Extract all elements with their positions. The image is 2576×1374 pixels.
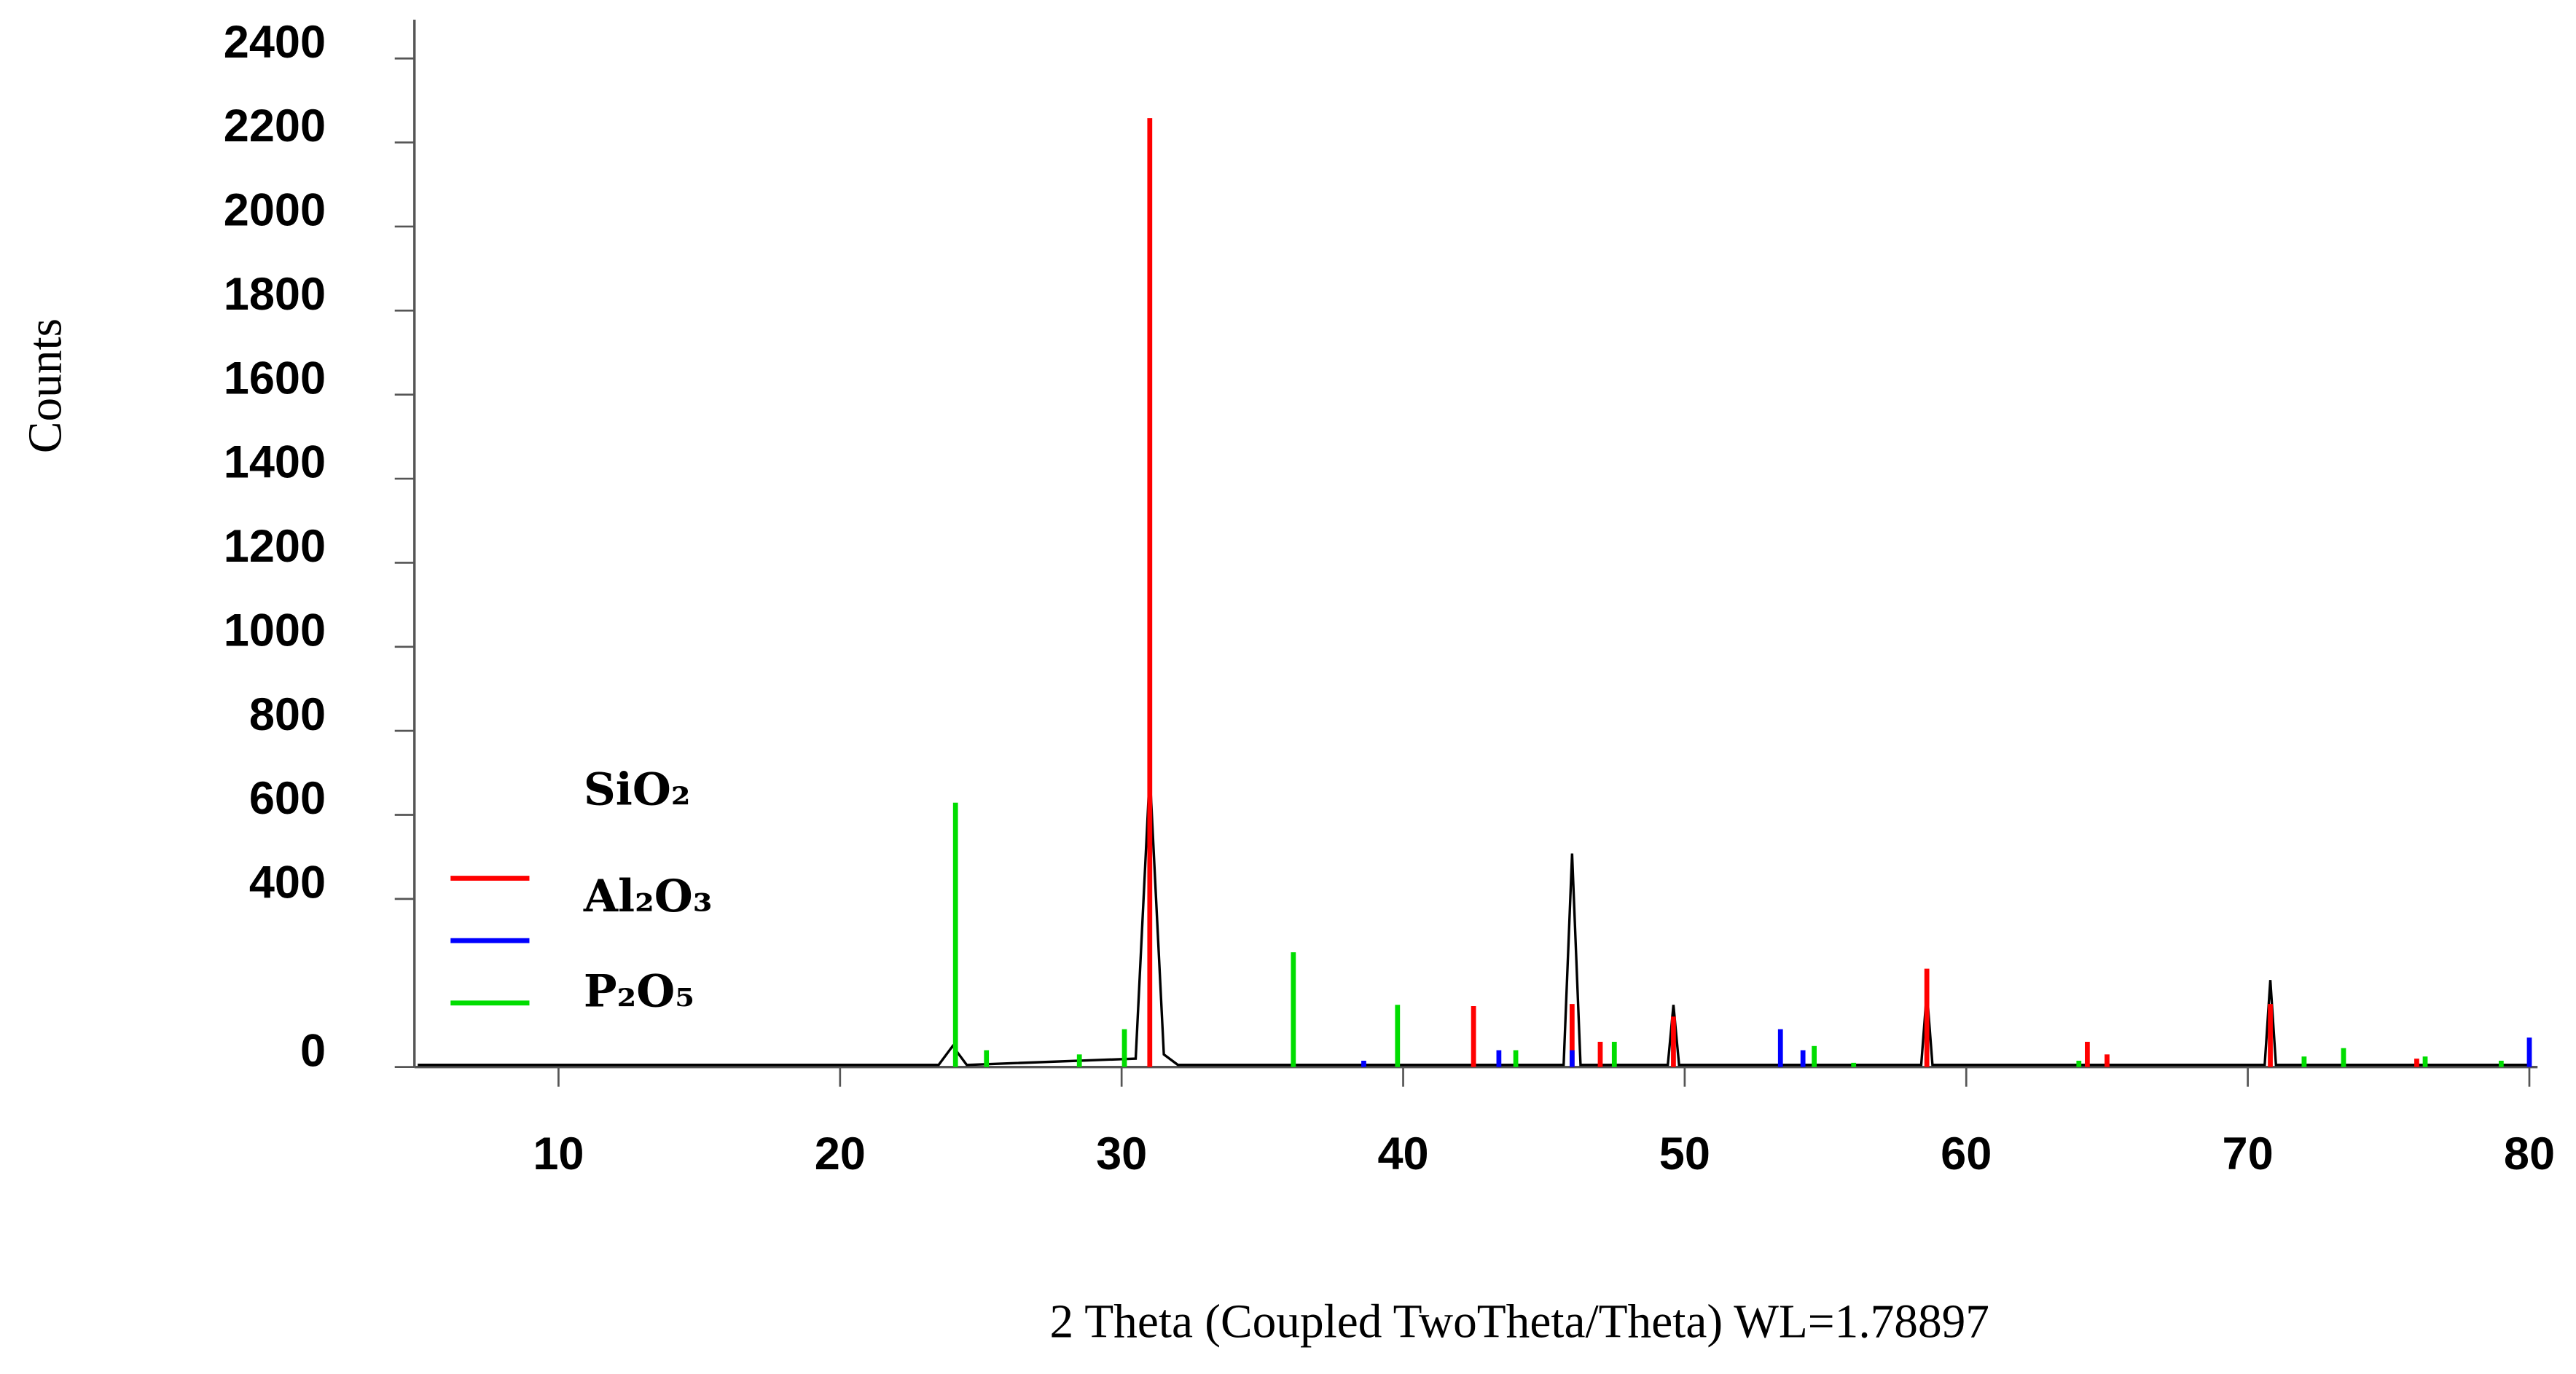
legend-label: P₂O₅: [584, 965, 694, 1017]
y-tick-label: 800: [249, 689, 326, 740]
legend-label: Al₂O₃: [583, 871, 713, 922]
y-tick-label: 1400: [224, 437, 326, 488]
x-tick-label: 50: [1659, 1128, 1710, 1179]
y-tick-label: 1600: [224, 353, 326, 404]
legend-label: SiO₂: [584, 763, 691, 815]
x-tick-label: 40: [1377, 1128, 1428, 1179]
y-tick-label: 1000: [224, 605, 326, 656]
pattern-line: [418, 772, 2529, 1067]
y-tick-label: 1800: [224, 269, 326, 320]
x-tick-label: 30: [1096, 1128, 1147, 1179]
x-tick-label: 80: [2504, 1128, 2555, 1179]
x-tick-label: 10: [533, 1128, 584, 1179]
y-tick-label: 2400: [224, 17, 326, 68]
y-tick-label: 600: [249, 773, 326, 824]
y-tick-label: 400: [249, 857, 326, 908]
y-tick-label: 1200: [224, 521, 326, 572]
x-tick-label: 20: [815, 1128, 866, 1179]
y-tick-label: 2000: [224, 185, 326, 236]
y-tick-label: 2200: [224, 101, 326, 152]
x-tick-label: 70: [2223, 1128, 2274, 1179]
y-tick-label: 0: [300, 1025, 326, 1076]
x-axis-label: 2 Theta (Coupled TwoTheta/Theta) WL=1.78…: [1049, 1296, 1989, 1349]
x-tick-label: 60: [1941, 1128, 1992, 1179]
y-axis-label: Counts: [20, 318, 72, 453]
